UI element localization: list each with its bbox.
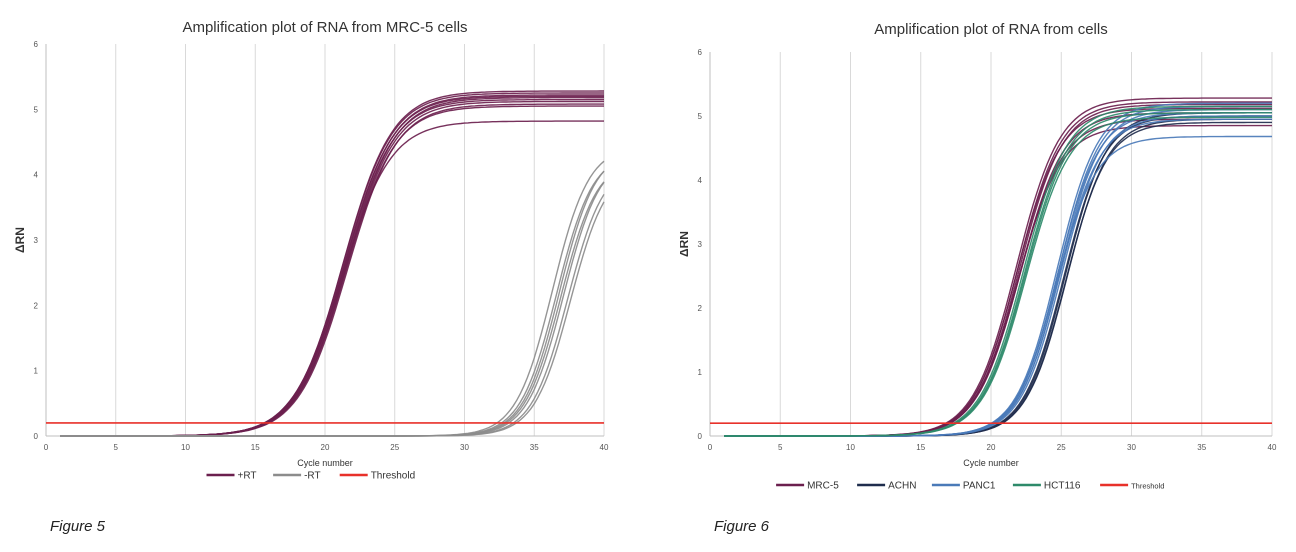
curve-hct116-1 (724, 105, 1272, 437)
curve-achn-3 (724, 115, 1272, 437)
legend-label-threshold: Threshold (371, 471, 415, 482)
x-tick-label-0: 0 (708, 443, 713, 452)
series-achn (724, 112, 1272, 437)
y-tick-label-5: 5 (34, 105, 39, 114)
y-tick-label-6: 6 (34, 40, 39, 49)
series-rt (60, 90, 604, 437)
curve-panc1-5 (724, 115, 1272, 437)
curve-mrc-5-6 (724, 118, 1272, 437)
y-tick-label-0: 0 (698, 432, 703, 441)
curve-hct116-2 (724, 112, 1272, 437)
curve-rt-1 (60, 90, 604, 437)
chart-title: Amplification plot of RNA from MRC-5 cel… (182, 19, 467, 36)
x-tick-label-15: 15 (916, 443, 925, 452)
figure-6-chart: Amplification plot of RNA from cells 0 5 10… (677, 6, 1284, 500)
x-tick-label-20: 20 (987, 443, 996, 452)
curve-panc1-4 (724, 112, 1272, 437)
curve-mrc-5-3 (724, 103, 1272, 437)
curve-hct116-3 (724, 116, 1272, 437)
x-tick-label-5: 5 (114, 443, 119, 452)
curve-achn-2 (724, 118, 1272, 437)
x-tick-label-5: 5 (778, 443, 783, 452)
curve-panc1-1 (724, 102, 1272, 437)
curve-rt-3 (60, 94, 604, 437)
curve-hct116-4 (724, 108, 1272, 437)
series-mrc-5 (724, 97, 1272, 437)
curve-rt-7 (60, 100, 604, 437)
x-axis-label: Cycle number (963, 458, 1019, 468)
x-tick-label-10: 10 (181, 443, 190, 452)
curve-mrc-5-5 (724, 112, 1272, 437)
curve-mrc-5-7 (724, 124, 1272, 437)
legend-label-mrc-5: MRC-5 (807, 481, 839, 492)
y-tick-label-3: 3 (34, 236, 39, 245)
y-axis-label: ΔRN (680, 231, 691, 257)
series-panc1 (724, 102, 1272, 437)
chart-title: Amplification plot of RNA from cells (874, 21, 1107, 38)
x-tick-label-35: 35 (530, 443, 539, 452)
curve-panc1-6 (724, 118, 1272, 437)
x-axis-label: Cycle number (297, 458, 353, 468)
curve-rt-5 (60, 96, 604, 437)
y-tick-label-1: 1 (34, 367, 39, 376)
x-tick-label-40: 40 (1268, 443, 1277, 452)
curve-mrc-5-4 (724, 107, 1272, 437)
curve-mrc-5-2 (724, 101, 1272, 437)
series-hct116 (724, 105, 1272, 437)
x-tick-label-10: 10 (846, 443, 855, 452)
x-tick-label-35: 35 (1197, 443, 1206, 452)
y-tick-label-1: 1 (698, 368, 703, 377)
y-tick-label-0: 0 (34, 432, 39, 441)
x-tick-label-30: 30 (460, 443, 469, 452)
curve-rt-8 (60, 103, 604, 437)
curve-rt-7 (60, 201, 605, 437)
figure-5-caption: Figure 5 (50, 518, 106, 535)
y-tick-label-4: 4 (34, 171, 39, 180)
y-axis-label: ΔRN (14, 227, 27, 253)
legend-label-panc1: PANC1 (963, 481, 996, 492)
legend-label-threshold: Threshold (1131, 482, 1164, 491)
curve-panc1-3 (724, 108, 1272, 437)
amplification-plot-mrc5: Amplification plot of RNA from MRC-5 cel… (13, 19, 609, 482)
figure-5-chart: Amplification plot of RNA from MRC-5 cel… (13, 6, 622, 490)
x-tick-label-20: 20 (321, 443, 330, 452)
curve-panc1-7 (724, 135, 1272, 437)
figure-6-caption: Figure 6 (714, 518, 770, 535)
y-tick-label-2: 2 (698, 304, 703, 313)
curve-rt-4 (60, 95, 604, 437)
legend-label-achn: ACHN (888, 481, 916, 492)
x-tick-label-0: 0 (44, 443, 49, 452)
legend-label-hct116: HCT116 (1044, 481, 1081, 492)
curve-panc1-2 (724, 105, 1272, 437)
curve-rt-9 (60, 105, 604, 437)
legend-label-rt: -RT (304, 471, 320, 482)
x-tick-label-25: 25 (1057, 443, 1066, 452)
y-tick-label-5: 5 (698, 112, 703, 121)
series-rt (60, 160, 605, 437)
x-tick-label-25: 25 (390, 443, 399, 452)
x-tick-label-40: 40 (600, 443, 609, 452)
y-tick-label-2: 2 (34, 301, 39, 310)
y-tick-label-3: 3 (698, 240, 703, 249)
x-tick-label-30: 30 (1127, 443, 1136, 452)
curve-rt-6 (60, 98, 604, 437)
curve-mrc-5-1 (724, 97, 1272, 437)
curve-rt-2 (60, 92, 604, 437)
y-tick-label-6: 6 (698, 48, 703, 57)
curve-rt-1 (60, 160, 605, 437)
x-tick-label-15: 15 (251, 443, 260, 452)
y-tick-label-4: 4 (698, 176, 703, 185)
curve-achn-4 (724, 121, 1272, 437)
legend-label-rt: +RT (238, 471, 257, 482)
curve-achn-1 (724, 112, 1272, 437)
